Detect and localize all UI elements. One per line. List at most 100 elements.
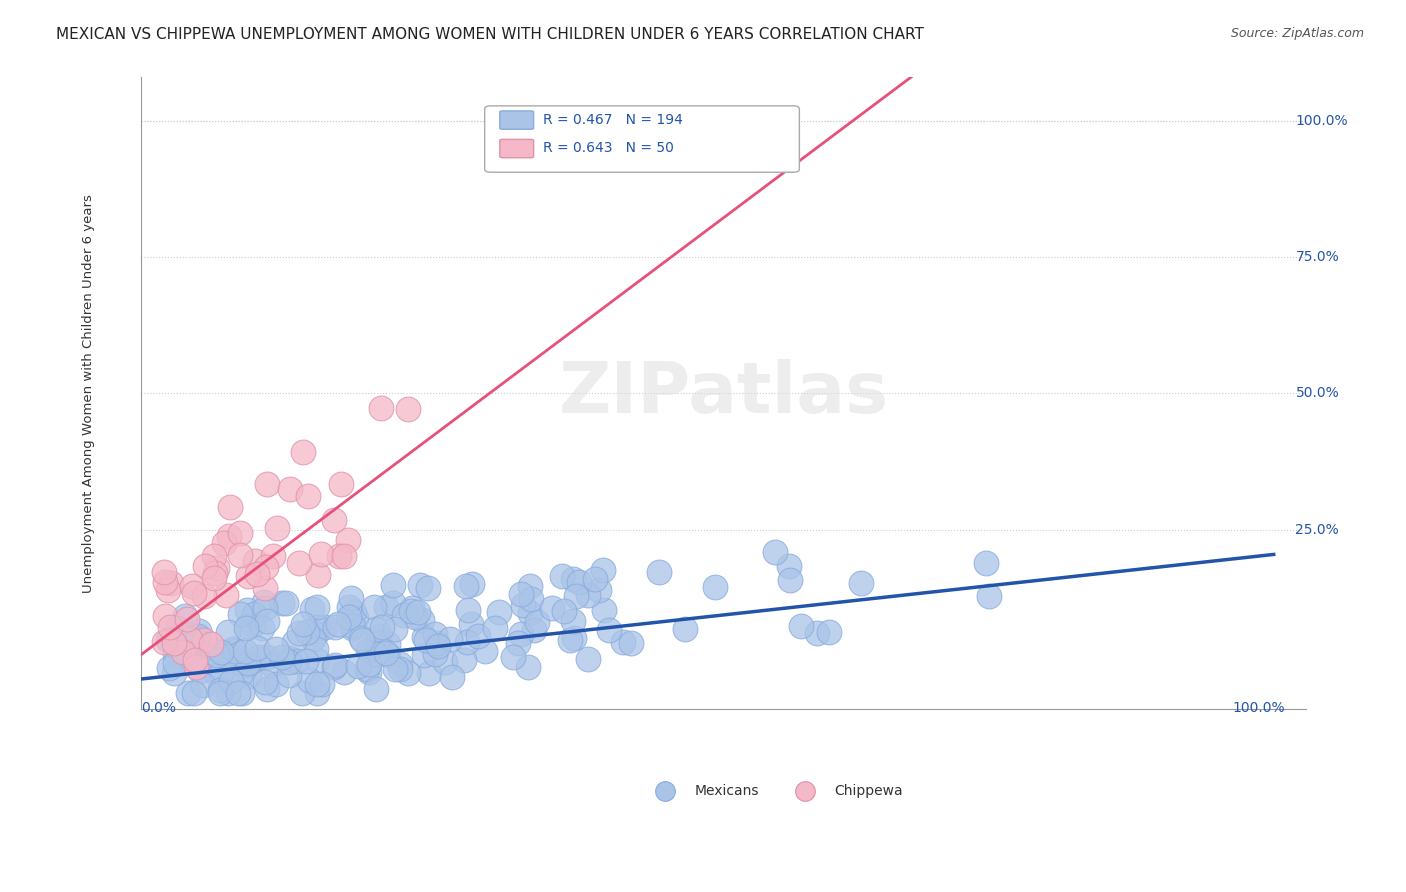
- Point: [236, 603, 259, 617]
- Point: [177, 650, 200, 665]
- Point: [399, 604, 422, 618]
- Point: [779, 574, 801, 588]
- Text: 25.0%: 25.0%: [1295, 523, 1340, 537]
- Point: [292, 617, 315, 632]
- Text: Source: ZipAtlas.com: Source: ZipAtlas.com: [1230, 27, 1364, 40]
- Point: [253, 595, 276, 609]
- Point: [384, 622, 406, 636]
- Point: [333, 665, 356, 679]
- Point: [152, 635, 174, 649]
- Point: [163, 666, 186, 681]
- Point: [311, 677, 333, 691]
- Point: [159, 619, 181, 633]
- Point: [330, 476, 353, 491]
- Point: [236, 569, 259, 583]
- Point: [153, 575, 176, 590]
- Point: [488, 605, 510, 619]
- Point: [307, 652, 329, 666]
- Point: [612, 635, 634, 649]
- Point: [169, 638, 191, 652]
- Point: [370, 401, 392, 416]
- Text: R = 0.643   N = 50: R = 0.643 N = 50: [543, 141, 673, 155]
- Point: [323, 620, 346, 634]
- Point: [323, 657, 346, 672]
- Point: [366, 682, 388, 697]
- Point: [165, 656, 187, 670]
- Point: [305, 686, 328, 700]
- Text: ZIPatlas: ZIPatlas: [558, 359, 889, 428]
- Point: [561, 572, 583, 586]
- Point: [426, 635, 449, 649]
- Point: [252, 621, 274, 635]
- Point: [277, 656, 299, 670]
- Point: [357, 642, 380, 657]
- Point: [772, 730, 794, 744]
- Point: [207, 648, 229, 662]
- Point: [229, 668, 252, 682]
- Point: [309, 547, 332, 561]
- Point: [366, 636, 388, 650]
- Point: [342, 618, 364, 632]
- Point: [328, 549, 350, 563]
- Point: [295, 654, 318, 668]
- Point: [337, 533, 360, 548]
- Point: [357, 657, 380, 671]
- Point: [160, 576, 183, 591]
- Point: [217, 625, 239, 640]
- Point: [194, 559, 217, 574]
- Point: [576, 652, 599, 666]
- Point: [408, 578, 430, 592]
- Point: [246, 566, 269, 581]
- Point: [217, 686, 239, 700]
- Point: [509, 587, 531, 601]
- Point: [454, 579, 477, 593]
- FancyBboxPatch shape: [485, 106, 800, 172]
- Point: [231, 686, 253, 700]
- Point: [703, 581, 725, 595]
- FancyBboxPatch shape: [499, 111, 534, 129]
- Point: [322, 660, 344, 674]
- Point: [551, 569, 574, 583]
- Point: [342, 622, 364, 636]
- Point: [339, 591, 361, 605]
- Point: [170, 634, 193, 648]
- Point: [266, 521, 288, 535]
- Point: [439, 632, 461, 646]
- Point: [441, 670, 464, 684]
- Point: [254, 560, 277, 574]
- Point: [363, 599, 385, 614]
- Point: [382, 578, 405, 592]
- Point: [406, 605, 429, 619]
- Point: [207, 561, 229, 575]
- Point: [202, 549, 225, 563]
- Point: [979, 589, 1001, 603]
- Point: [467, 629, 489, 643]
- Point: [817, 625, 839, 640]
- Point: [583, 573, 606, 587]
- Point: [266, 642, 288, 657]
- Point: [415, 633, 437, 648]
- Point: [184, 660, 207, 674]
- Point: [648, 566, 671, 580]
- Point: [253, 674, 276, 689]
- Point: [291, 445, 314, 459]
- Point: [337, 610, 360, 624]
- Point: [224, 644, 246, 658]
- Point: [377, 648, 399, 663]
- Point: [541, 600, 564, 615]
- Point: [526, 615, 548, 629]
- Point: [562, 614, 585, 628]
- Point: [283, 635, 305, 649]
- Text: MEXICAN VS CHIPPEWA UNEMPLOYMENT AMONG WOMEN WITH CHILDREN UNDER 6 YEARS CORRELA: MEXICAN VS CHIPPEWA UNEMPLOYMENT AMONG W…: [56, 27, 924, 42]
- Point: [502, 650, 524, 665]
- Point: [461, 577, 484, 591]
- Point: [215, 649, 238, 664]
- Point: [254, 581, 277, 595]
- Point: [238, 668, 260, 682]
- Text: 75.0%: 75.0%: [1295, 251, 1340, 264]
- FancyBboxPatch shape: [499, 139, 534, 158]
- Point: [396, 402, 419, 417]
- Point: [553, 604, 575, 618]
- Point: [598, 624, 620, 638]
- Point: [256, 681, 278, 696]
